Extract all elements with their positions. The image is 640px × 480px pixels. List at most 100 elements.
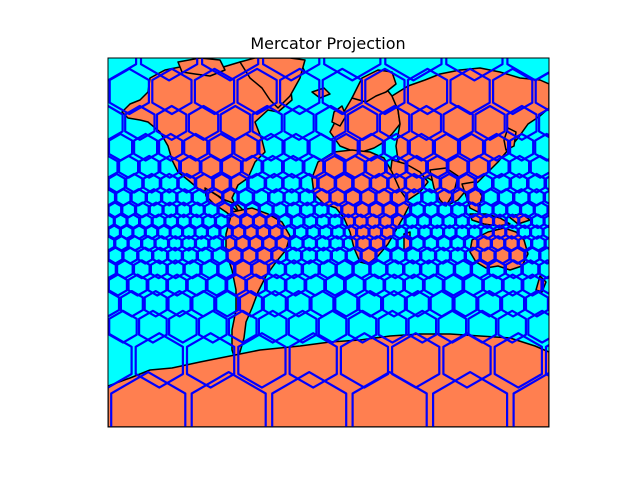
- hex-cell-grid: [31, 16, 625, 458]
- hex-cell: [557, 260, 573, 278]
- hex-cell: [143, 290, 168, 318]
- hex-cell: [547, 204, 549, 216]
- hex-cell: [504, 259, 523, 280]
- hex-cell: [139, 58, 199, 82]
- hex-cell: [506, 104, 538, 141]
- hex-cell: [108, 279, 109, 292]
- hex-cell: [487, 259, 506, 280]
- hex-cell: [364, 67, 406, 116]
- hex-cell: [149, 259, 168, 280]
- hex-cell: [138, 154, 160, 179]
- hex-cell: [509, 172, 529, 194]
- hex-cell: [265, 172, 284, 194]
- hex-cell: [524, 246, 541, 265]
- hex-cell: [512, 371, 549, 427]
- hex-cell: [521, 259, 540, 280]
- hex-cell: [73, 291, 95, 316]
- hex-cell: [569, 16, 625, 81]
- hex-cell: [488, 154, 510, 179]
- hex-cell: [442, 332, 492, 389]
- hex-cell: [548, 296, 549, 311]
- hex-cell: [67, 69, 106, 114]
- hex-cell: [282, 172, 301, 194]
- hex-cell: [138, 309, 168, 344]
- hex-cell: [108, 259, 117, 280]
- hex-cell: [166, 259, 185, 280]
- hex-cell: [271, 371, 348, 427]
- hex-cell: [383, 132, 409, 162]
- hex-cell: [262, 154, 284, 179]
- hex-cell: [167, 246, 183, 265]
- hex-cell: [201, 58, 260, 82]
- hex-cell: [369, 259, 388, 280]
- hex-cell: [108, 235, 116, 252]
- hex-cell: [166, 273, 188, 297]
- hex-cell: [155, 104, 188, 141]
- hex-cell: [286, 246, 303, 265]
- hex-cell: [501, 290, 526, 318]
- hex-cell: [262, 58, 321, 82]
- hex-cell: [145, 188, 163, 207]
- hex-cell: [314, 188, 331, 207]
- hex-cell: [534, 71, 549, 112]
- hex-cell: [108, 177, 109, 189]
- hex-cell: [390, 246, 407, 265]
- hex-cell: [177, 172, 196, 194]
- hex-cell: [403, 273, 425, 297]
- hex-cell: [454, 259, 472, 280]
- hex-cell: [539, 246, 549, 265]
- hex-cell: [436, 188, 453, 207]
- hex-cell: [445, 58, 504, 82]
- map-frame: [107, 57, 550, 428]
- hex-cell: [384, 273, 405, 297]
- hex-cell: [406, 154, 428, 179]
- hex-cell: [517, 235, 533, 252]
- hex-cell: [453, 290, 478, 318]
- hex-cell: [527, 172, 546, 194]
- hex-cell: [484, 132, 510, 162]
- hex-cell: [133, 132, 159, 162]
- hex-cell: [279, 67, 321, 116]
- hex-cell: [152, 246, 169, 265]
- hex-cell: [345, 246, 362, 265]
- hex-cell: [509, 154, 531, 179]
- hex-cell: [160, 172, 179, 194]
- hex-cell: [176, 188, 193, 207]
- hex-cell: [191, 188, 208, 207]
- hex-cell: [405, 290, 430, 318]
- hex-cell: [62, 106, 91, 140]
- hex-cell: [33, 333, 80, 387]
- hex-cell: [558, 311, 586, 343]
- hex-cell: [317, 309, 348, 344]
- hex-cell: [300, 172, 319, 194]
- hex-cell: [271, 246, 288, 265]
- hex-cell: [522, 273, 543, 297]
- map-area: [31, 16, 625, 458]
- hex-cell: [406, 67, 449, 116]
- hex-cell: [108, 332, 133, 389]
- hex-cell: [206, 273, 227, 297]
- hex-cell: [245, 273, 267, 297]
- hex-cell: [541, 275, 549, 295]
- hex-cell: [285, 259, 303, 280]
- hex-cell: [258, 132, 284, 162]
- hex-cell: [502, 273, 523, 297]
- chart-title: Mercator Projection: [250, 34, 405, 53]
- hex-cell: [190, 371, 267, 427]
- hex-cell: [168, 309, 198, 344]
- south-america: [225, 207, 291, 363]
- hex-cell: [443, 273, 464, 297]
- hex-cell: [108, 104, 124, 141]
- hex-cell: [288, 332, 338, 389]
- hex-cell: [285, 273, 306, 297]
- hex-cell: [90, 215, 102, 228]
- hex-cell: [262, 290, 287, 318]
- hex-cell: [31, 372, 105, 458]
- hex-cell: [226, 246, 243, 265]
- hex-cell: [377, 309, 408, 344]
- hex-cell: [432, 371, 509, 427]
- hex-cell: [351, 371, 428, 427]
- hex-cell: [108, 154, 119, 179]
- hex-cell: [497, 309, 528, 344]
